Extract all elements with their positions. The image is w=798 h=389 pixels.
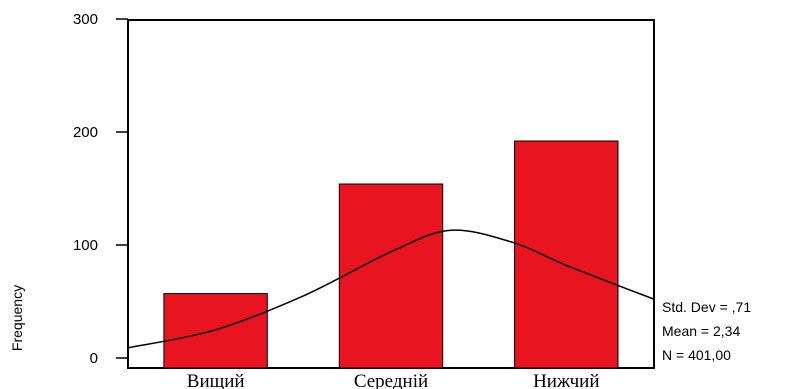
y-tick-label: 300 — [73, 11, 98, 28]
stat-line: Mean = 2,34 — [662, 323, 740, 339]
bars-layer — [163, 140, 619, 369]
bar-2 — [338, 183, 444, 369]
y-axis-label: Frequency — [9, 285, 25, 351]
x-tick-label: Вищий — [187, 371, 245, 389]
bar-1 — [163, 293, 268, 369]
y-axis: 0 100 200 300 — [73, 11, 128, 367]
y-tick-label: 200 — [73, 124, 98, 141]
x-axis-labels: Вищий Середній Нижчий — [187, 371, 600, 389]
stat-line: N = 401,00 — [662, 347, 731, 363]
y-tick-label: 100 — [73, 237, 98, 254]
y-tick-label: 0 — [90, 350, 98, 367]
normal-curve — [127, 229, 655, 349]
stats-box: Std. Dev = ,71 Mean = 2,34 N = 401,00 — [662, 299, 751, 363]
bar-3 — [514, 140, 619, 369]
x-tick-label: Середній — [354, 371, 428, 389]
x-tick-label: Нижчий — [533, 371, 599, 389]
stat-line: Std. Dev = ,71 — [662, 299, 751, 315]
